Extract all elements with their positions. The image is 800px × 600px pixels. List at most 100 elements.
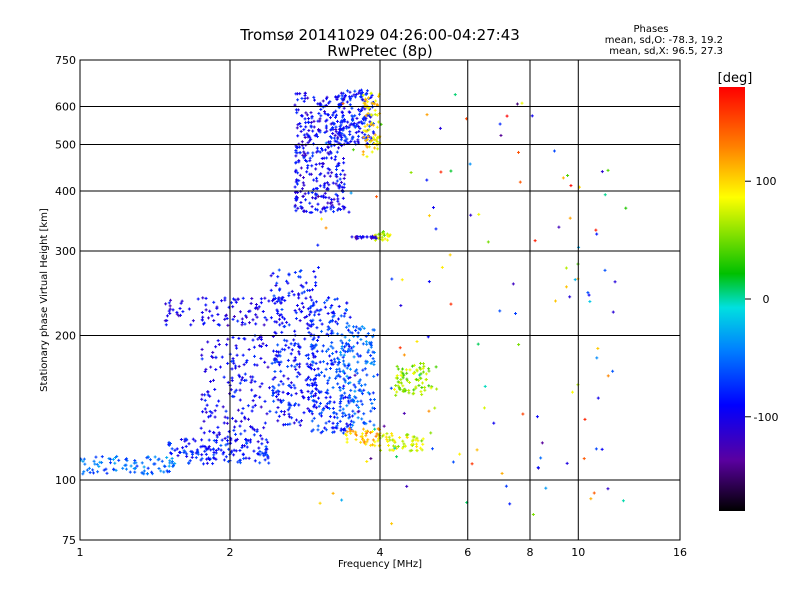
data-point — [233, 425, 237, 429]
data-point — [338, 408, 342, 412]
data-point — [334, 182, 338, 186]
data-point — [313, 355, 317, 359]
data-point — [345, 374, 349, 378]
data-point — [338, 127, 342, 131]
data-point — [306, 151, 310, 155]
data-point — [319, 107, 323, 111]
data-point — [102, 468, 106, 472]
data-point — [287, 273, 291, 277]
data-point — [368, 124, 372, 128]
data-point — [230, 379, 234, 383]
data-point — [306, 365, 310, 369]
data-point — [334, 350, 338, 354]
data-point — [252, 433, 256, 437]
data-point — [265, 412, 269, 416]
data-point — [315, 176, 319, 180]
data-point — [351, 325, 355, 329]
data-point — [276, 406, 280, 410]
data-point — [333, 133, 337, 137]
data-point — [351, 115, 355, 119]
data-point — [297, 420, 301, 424]
data-point — [345, 126, 349, 130]
data-point — [212, 300, 216, 304]
data-point — [278, 354, 282, 358]
data-point — [343, 335, 347, 339]
data-point — [254, 322, 258, 326]
data-point — [273, 360, 277, 364]
data-point — [302, 128, 306, 132]
data-point — [150, 470, 154, 474]
data-point — [223, 415, 227, 419]
data-point — [297, 365, 301, 369]
data-point — [208, 309, 212, 313]
data-point — [230, 416, 234, 420]
data-point — [318, 150, 322, 154]
data-point — [275, 281, 279, 285]
data-point — [265, 453, 269, 457]
data-point — [302, 411, 306, 415]
data-point — [315, 146, 319, 150]
data-point — [326, 201, 330, 205]
data-point — [196, 297, 200, 301]
data-point — [280, 321, 284, 325]
data-point — [261, 309, 265, 313]
data-point — [329, 358, 333, 362]
data-point — [278, 323, 282, 327]
data-point — [81, 459, 85, 463]
data-point — [225, 313, 229, 317]
data-point — [330, 171, 334, 175]
data-point — [326, 347, 330, 351]
data-point — [310, 116, 314, 120]
data-point — [324, 124, 328, 128]
data-point — [194, 456, 198, 460]
data-point — [352, 121, 356, 125]
data-point — [299, 389, 303, 393]
data-point — [219, 443, 223, 447]
data-point — [135, 464, 139, 468]
data-point — [307, 134, 311, 138]
data-point — [332, 310, 336, 314]
data-point — [354, 328, 358, 332]
data-point — [368, 120, 372, 124]
data-point — [337, 304, 341, 308]
data-point — [358, 328, 362, 332]
data-point — [200, 393, 204, 397]
data-point — [185, 452, 189, 456]
data-point — [290, 348, 294, 352]
data-point — [249, 375, 253, 379]
data-point — [323, 191, 327, 195]
data-point — [359, 384, 363, 388]
data-point — [351, 414, 355, 418]
data-point — [225, 317, 229, 321]
data-point — [336, 162, 340, 166]
data-point — [255, 363, 259, 367]
data-point — [207, 415, 211, 419]
data-point — [280, 400, 284, 404]
data-point — [301, 153, 305, 157]
data-point — [337, 373, 341, 377]
data-point — [259, 338, 263, 342]
data-point — [306, 389, 310, 393]
data-point — [349, 139, 353, 143]
data-point — [331, 386, 335, 390]
data-point — [250, 388, 254, 392]
data-point — [334, 95, 338, 99]
data-point — [199, 426, 203, 430]
data-point — [287, 291, 291, 295]
data-point — [370, 93, 374, 97]
data-point — [315, 179, 319, 183]
data-point — [293, 342, 297, 346]
data-point — [272, 349, 276, 353]
data-point — [322, 185, 326, 189]
data-point — [363, 367, 367, 371]
data-point — [362, 420, 366, 424]
data-point — [319, 308, 323, 312]
data-point — [318, 101, 322, 105]
data-point — [148, 458, 152, 462]
data-point — [332, 205, 336, 209]
data-point — [301, 194, 305, 198]
data-point — [145, 456, 149, 460]
data-point — [282, 374, 286, 378]
data-point — [292, 338, 296, 342]
data-point — [323, 181, 327, 185]
